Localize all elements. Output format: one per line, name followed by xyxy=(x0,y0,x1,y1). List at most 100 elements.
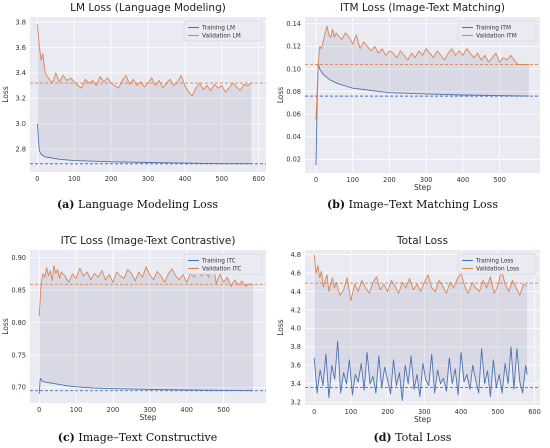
y-tick-label: 3.4 xyxy=(291,380,302,388)
caption-a-letter: (a) xyxy=(56,198,75,211)
series-line-training xyxy=(313,340,528,401)
legend-itm: Training ITM Validation ITM xyxy=(457,20,537,42)
y-tick-label: 3.2 xyxy=(16,95,27,103)
series-line-validation xyxy=(313,254,528,302)
legend-itc: Training ITC Validation ITC xyxy=(183,253,263,275)
x-tick-label: 100 xyxy=(70,406,83,414)
x-tick-label: 400 xyxy=(179,175,192,183)
chart-itc: 0.70 0.75 0.80 0.85 0.90 0 100 200 300 400 500 ITC … xyxy=(1,235,266,422)
x-tick-label: 0 xyxy=(35,175,39,183)
x-tick-label: 0 xyxy=(314,176,318,184)
y-tick-label: 4.2 xyxy=(291,306,302,314)
x-axis-label-itc: Step xyxy=(139,413,156,422)
series-line-training xyxy=(36,123,252,165)
legend-box xyxy=(183,253,263,275)
legend-box xyxy=(183,20,263,42)
y-axis-label-lm: Loss xyxy=(1,86,10,103)
x-tick-label: 300 xyxy=(144,406,157,414)
y-axis-label-itm: Loss xyxy=(276,87,285,104)
x-axis-label-itm: Step xyxy=(414,183,431,192)
x-tick-label: 600 xyxy=(528,408,541,416)
chart-title-lm: LM Loss (Language Modeling) xyxy=(70,2,226,14)
y-tick-label: 2.8 xyxy=(16,145,27,153)
x-tick-label: 400 xyxy=(457,176,470,184)
legend-total: Training Loss Validation Loss xyxy=(457,253,537,275)
chart-title-itm: ITM Loss (Image-Text Matching) xyxy=(340,2,505,14)
y-tick-label: 4.8 xyxy=(291,251,302,259)
y-tick-label: 0.08 xyxy=(286,88,301,96)
x-tick-label: 100 xyxy=(68,175,81,183)
caption-c: (c) Image–Text Constructive xyxy=(0,431,275,444)
legend-label-validation: Validation LM xyxy=(202,34,241,40)
legend-label-training: Training LM xyxy=(201,26,235,32)
caption-b: (b) Image–Text Matching Loss xyxy=(275,198,550,211)
x-tick-label: 0 xyxy=(37,406,41,414)
x-tick-label: 500 xyxy=(493,176,506,184)
legend-label-validation: Validation ITC xyxy=(202,267,241,273)
legend-label-validation: Validation ITM xyxy=(476,34,517,40)
x-tick-label: 500 xyxy=(217,406,230,414)
y-tick-label: 0.10 xyxy=(286,65,301,73)
plot-area-itc xyxy=(30,250,266,403)
series-line-validation xyxy=(36,24,252,97)
gridlines-lm xyxy=(30,17,266,172)
y-tick-label: 3.2 xyxy=(291,399,302,407)
caption-b-letter: (b) xyxy=(327,198,346,211)
x-tick-label: 400 xyxy=(455,408,468,416)
caption-a: (a) Language Modeling Loss xyxy=(0,198,275,211)
y-tick-label: 0.06 xyxy=(286,111,301,119)
legend-label-training: Training ITM xyxy=(475,26,511,32)
series-line-validation xyxy=(315,25,529,120)
x-tick-label: 200 xyxy=(381,408,394,416)
gridlines-itc xyxy=(30,250,266,403)
x-tick-label: 100 xyxy=(346,176,359,184)
x-tick-label: 600 xyxy=(252,175,265,183)
y-tick-label: 4.4 xyxy=(291,288,302,296)
y-tick-label: 0.12 xyxy=(286,43,301,51)
y-tick-label: 4.6 xyxy=(291,269,302,277)
x-tick-label: 0 xyxy=(312,408,316,416)
y-tick-label: 0.85 xyxy=(11,286,26,294)
y-axis-label-itc: Loss xyxy=(1,318,10,335)
y-tick-label: 0.70 xyxy=(11,384,26,392)
x-tick-label: 100 xyxy=(345,408,358,416)
x-tick-label: 500 xyxy=(215,175,228,183)
x-tick-label: 200 xyxy=(107,406,120,414)
y-tick-label: 0.75 xyxy=(11,351,26,359)
x-tick-label: 300 xyxy=(142,175,155,183)
x-tick-label: 400 xyxy=(180,406,193,414)
y-tick-label: 0.14 xyxy=(286,20,301,28)
series-line-training xyxy=(315,62,530,166)
plot-area-itm xyxy=(305,17,540,173)
y-tick-label: 3.6 xyxy=(16,44,27,52)
x-tick-label: 300 xyxy=(420,176,433,184)
caption-a-text: Language Modeling Loss xyxy=(78,198,219,211)
chart-title-itc: ITC Loss (Image-Text Contrastive) xyxy=(61,235,236,247)
y-tick-label: 0.90 xyxy=(11,254,26,262)
x-tick-label: 200 xyxy=(105,175,118,183)
caption-d-text: Total Loss xyxy=(395,431,452,444)
caption-c-text: Image–Text Constructive xyxy=(78,431,218,444)
y-tick-label: 3.6 xyxy=(291,362,302,370)
legend-box xyxy=(457,253,537,275)
caption-d-letter: (d) xyxy=(373,431,392,444)
legend-label-training: Training Loss xyxy=(475,259,513,265)
x-tick-label: 200 xyxy=(383,176,396,184)
x-axis-label-total: Step xyxy=(414,415,431,424)
chart-total: 3.2 3.4 3.6 3.8 4.0 4.2 4.4 4.6 4.8 0 100 200 300 400… xyxy=(276,235,541,424)
y-tick-label: 3.0 xyxy=(16,120,27,128)
legend-lm: Training LM Validation LM xyxy=(183,20,263,42)
x-tick-label: 500 xyxy=(491,408,504,416)
plot-area-total xyxy=(305,250,540,405)
gap-fill-itc xyxy=(39,256,254,394)
y-axis-label-total: Loss xyxy=(276,319,285,336)
chart-lm: 2.8 3.0 3.2 3.4 3.6 3.8 0 100 200 300 400 500 600 LM … xyxy=(1,2,266,183)
y-tick-label: 0.80 xyxy=(11,319,26,327)
gap-fill-lm xyxy=(37,24,252,164)
x-tick-label: 300 xyxy=(418,408,431,416)
y-tick-label: 3.8 xyxy=(16,18,27,26)
caption-c-letter: (c) xyxy=(57,431,75,444)
y-tick-label: 0.02 xyxy=(286,156,301,164)
legend-label-validation: Validation Loss xyxy=(476,267,519,273)
